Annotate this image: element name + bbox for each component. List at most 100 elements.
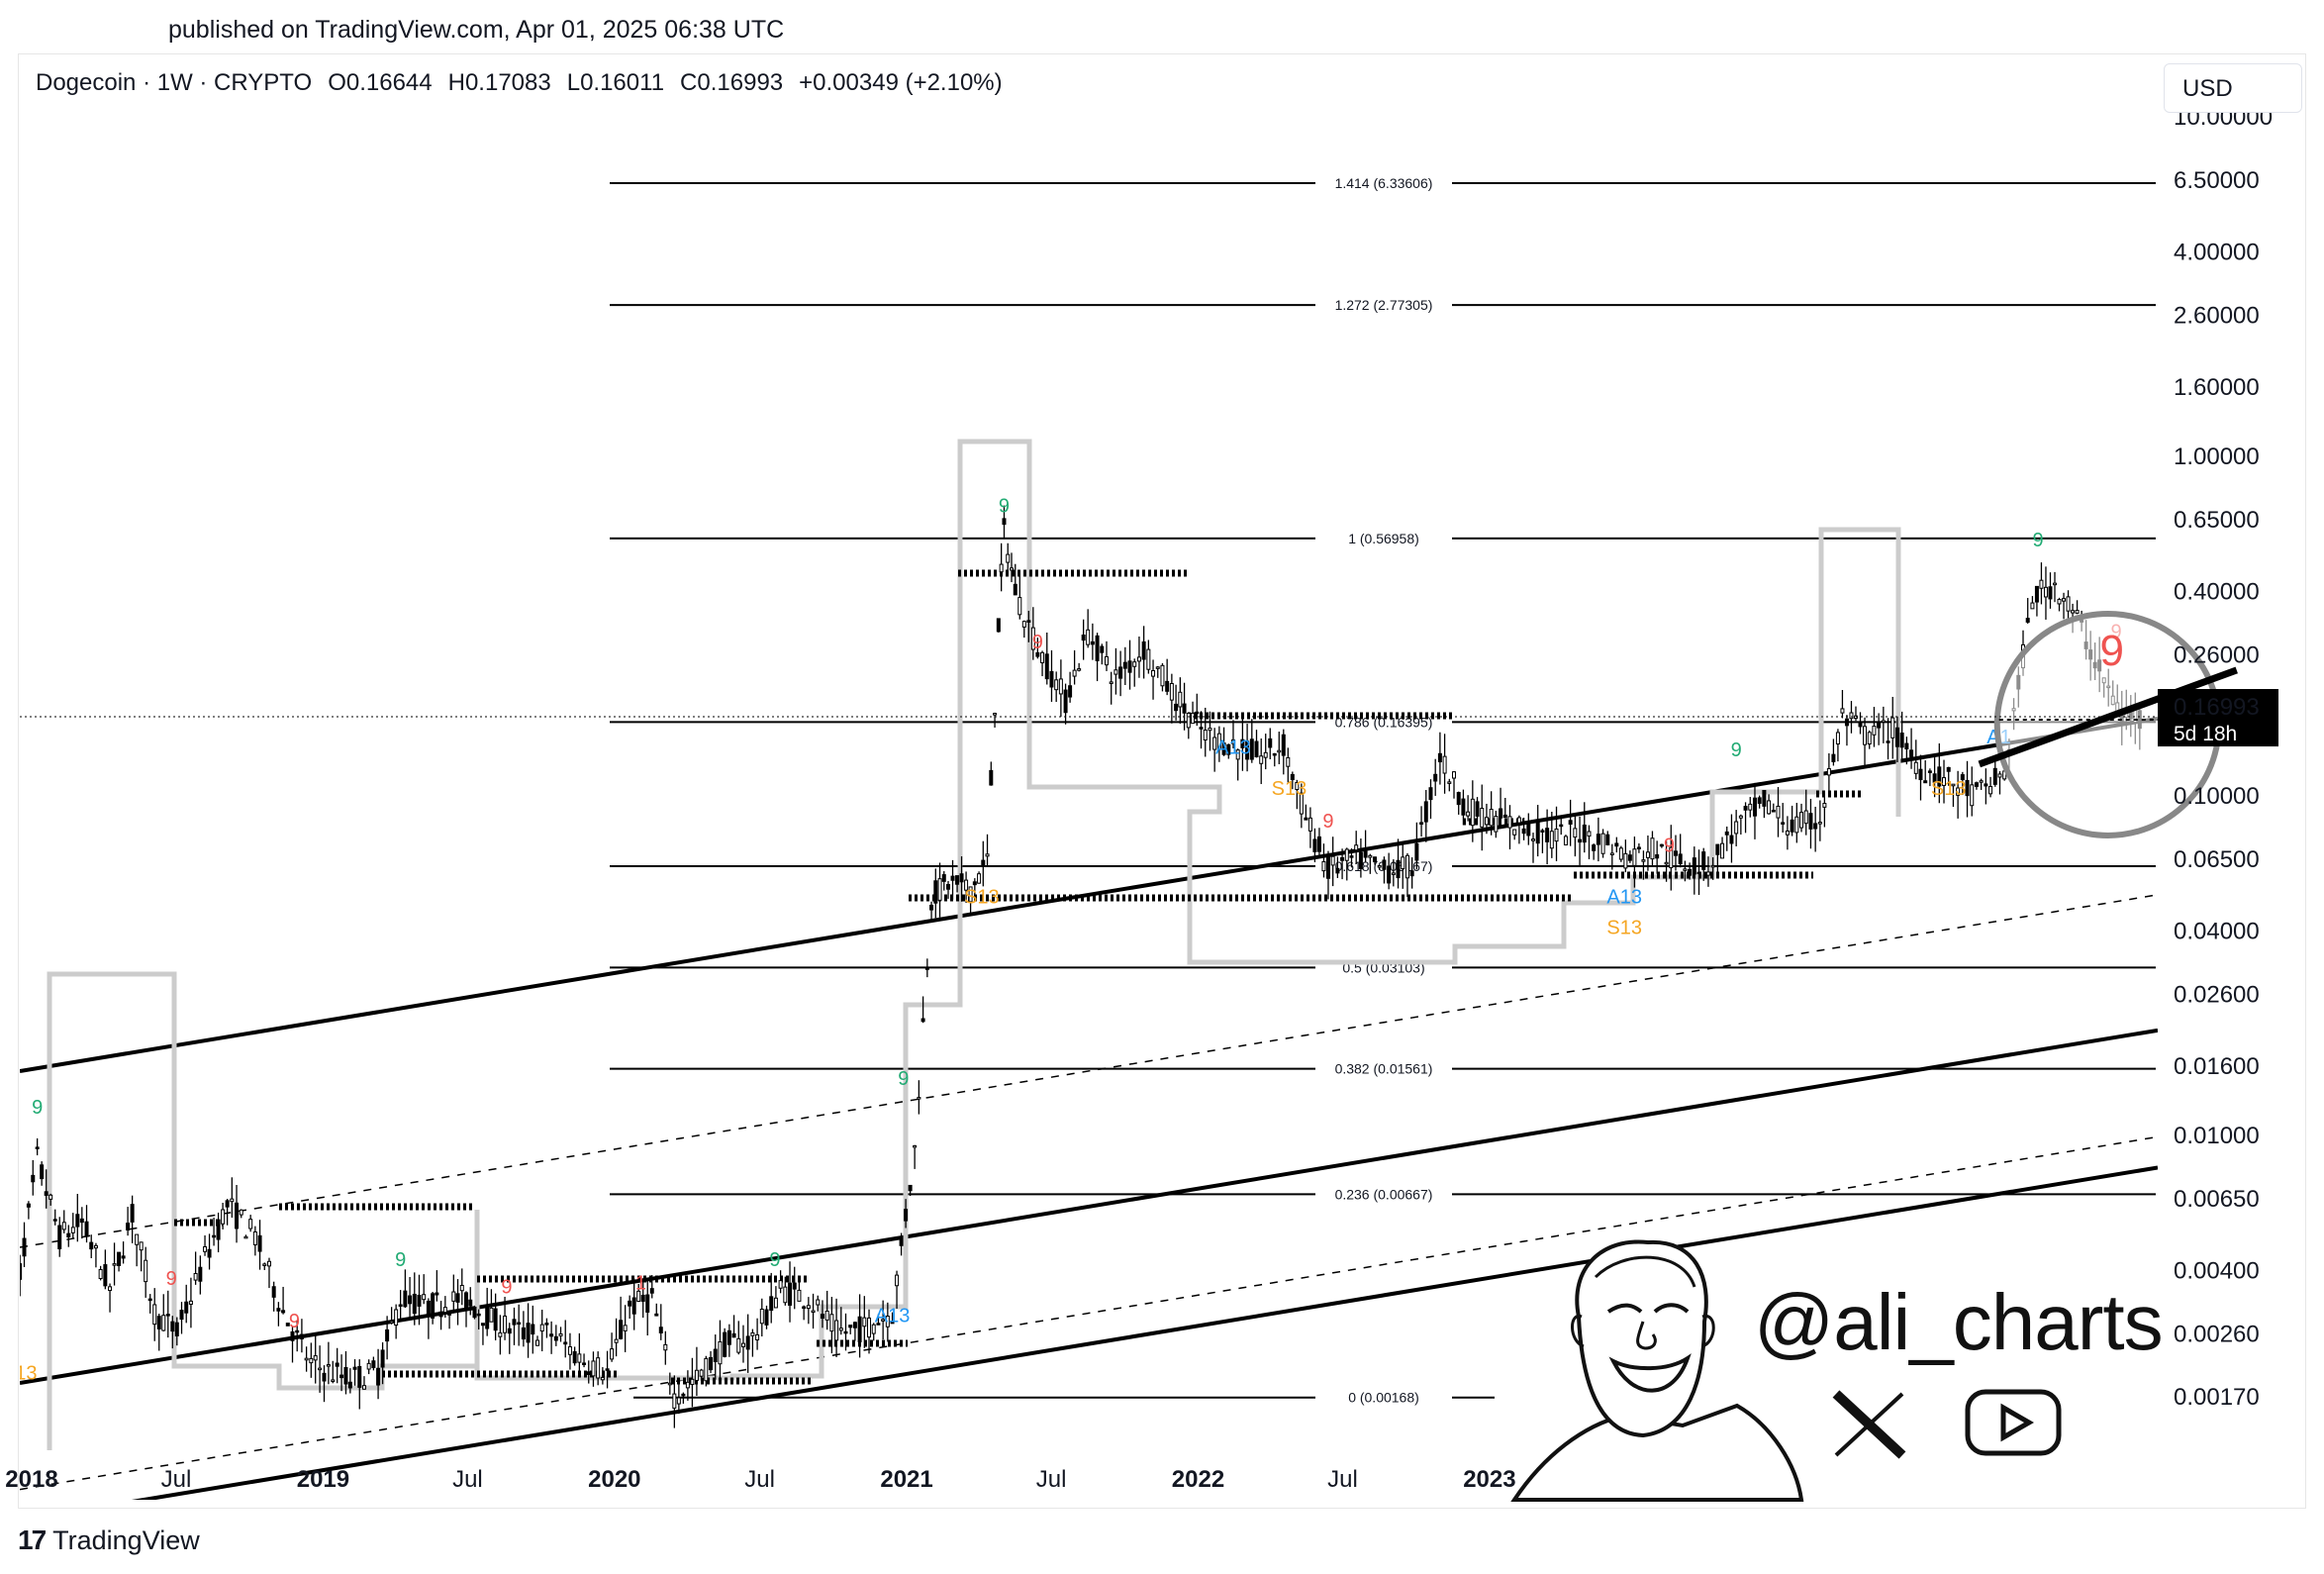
candle-body: [1632, 848, 1637, 866]
candle-body: [1946, 766, 1951, 772]
tradingview-logo[interactable]: 17 TradingView: [18, 1525, 200, 1556]
candle-body: [1013, 583, 1017, 596]
price-channel: [20, 716, 2158, 1500]
price-tag-value: 0.16993: [2174, 694, 2260, 721]
candle-body: [52, 1219, 57, 1222]
fib-level-label: 1.414 (6.33606): [1335, 175, 1433, 191]
candle-body: [582, 1362, 587, 1365]
candle-body: [816, 1299, 821, 1306]
orange-signal-label: S13: [1272, 778, 1307, 800]
candle-body: [1627, 854, 1632, 861]
price-axis-label: 0.00400: [2174, 1257, 2260, 1284]
candle-body: [1563, 836, 1568, 845]
candle-body: [1081, 635, 1086, 641]
candle-body: [1641, 859, 1646, 862]
candle-body: [2025, 618, 2030, 623]
green-signal-label: 9: [769, 1249, 780, 1271]
candle-body: [1540, 830, 1545, 833]
candle-body: [198, 1266, 203, 1282]
price-axis-label: 0.10000: [2174, 783, 2260, 810]
candle-body: [35, 1146, 40, 1149]
candle-body: [1729, 835, 1734, 844]
candle-body: [1559, 824, 1564, 828]
candle-body: [517, 1322, 522, 1326]
candle-body: [1545, 828, 1550, 842]
candle-body: [628, 1300, 632, 1307]
fib-level-label: 0 (0.00168): [1348, 1390, 1419, 1406]
candle-body: [908, 1184, 913, 1192]
candle-body: [740, 1342, 745, 1347]
candle-body: [933, 880, 938, 904]
candle-body: [1484, 817, 1489, 826]
candle-body: [1186, 713, 1191, 729]
candle-body: [852, 1322, 857, 1328]
candle-body: [1724, 831, 1729, 836]
candle-body: [468, 1299, 473, 1307]
candle-body: [838, 1328, 843, 1331]
candle-body: [750, 1331, 755, 1336]
candle-body: [663, 1343, 668, 1351]
candle-body: [1790, 819, 1794, 833]
candle-body: [165, 1314, 170, 1317]
candle-body: [1568, 820, 1573, 825]
candle-body: [985, 853, 990, 857]
candle-body: [676, 1397, 681, 1405]
fib-label-bg: [1315, 1387, 1452, 1408]
candle-body: [480, 1323, 485, 1327]
chart-pane[interactable]: [18, 53, 2306, 1509]
candle-body: [811, 1310, 816, 1314]
green-signal-label: 9: [1731, 739, 1742, 761]
candle-body: [1499, 808, 1503, 819]
candle-body: [736, 1337, 741, 1353]
candle-body: [1863, 726, 1868, 745]
candle-body: [950, 875, 955, 881]
highlight-red-9-label: 9: [2100, 627, 2124, 675]
candle-body: [1090, 640, 1095, 645]
candle-body: [431, 1293, 436, 1319]
candle-body: [636, 1290, 641, 1302]
candle-body: [1226, 743, 1231, 755]
candle-body: [271, 1286, 276, 1298]
price-axis-label: 0.26000: [2174, 642, 2260, 669]
candle-body: [996, 618, 1001, 633]
change-value: +0.00349 (+2.10%): [799, 69, 1003, 96]
candle-body: [718, 1340, 723, 1365]
candle-body: [2057, 599, 2062, 605]
candle-body: [1592, 844, 1597, 851]
candle-body: [1409, 870, 1414, 877]
candle-body: [1160, 664, 1165, 687]
candle-body: [1316, 836, 1321, 852]
candle-body: [1141, 640, 1146, 660]
candle-body: [586, 1371, 591, 1376]
candle-body: [1212, 737, 1217, 750]
candle-body: [1307, 817, 1312, 832]
candle-body: [371, 1360, 376, 1369]
candle-body: [398, 1304, 403, 1307]
candle-body: [1659, 843, 1664, 847]
candle-body: [1835, 732, 1840, 745]
candle-body: [567, 1346, 572, 1355]
candle-body: [619, 1320, 624, 1339]
candle-body: [1072, 669, 1077, 677]
candle-body: [503, 1315, 508, 1333]
candle-body: [1452, 771, 1457, 779]
currency-selector[interactable]: USD: [2164, 63, 2302, 113]
candle-body: [1216, 733, 1221, 750]
candle-body: [139, 1241, 144, 1251]
candle-body: [1776, 805, 1781, 819]
candle-body: [1373, 856, 1378, 863]
price-axis: 10.000006.500004.000002.600001.600001.00…: [2174, 104, 2273, 1411]
candle-body: [243, 1235, 248, 1239]
fib-level-label: 1.272 (2.77305): [1335, 297, 1433, 313]
candle-body: [610, 1348, 615, 1360]
symbol-label[interactable]: Dogecoin · 1W · CRYPTO: [36, 69, 313, 96]
candle-body: [389, 1321, 394, 1324]
candle-body: [1136, 656, 1141, 662]
candle-body: [257, 1234, 262, 1252]
candle-body: [385, 1328, 390, 1342]
candle-body: [1808, 813, 1813, 830]
candle-body: [857, 1316, 862, 1342]
candle-body: [1006, 553, 1011, 563]
candle-body: [447, 1313, 452, 1316]
